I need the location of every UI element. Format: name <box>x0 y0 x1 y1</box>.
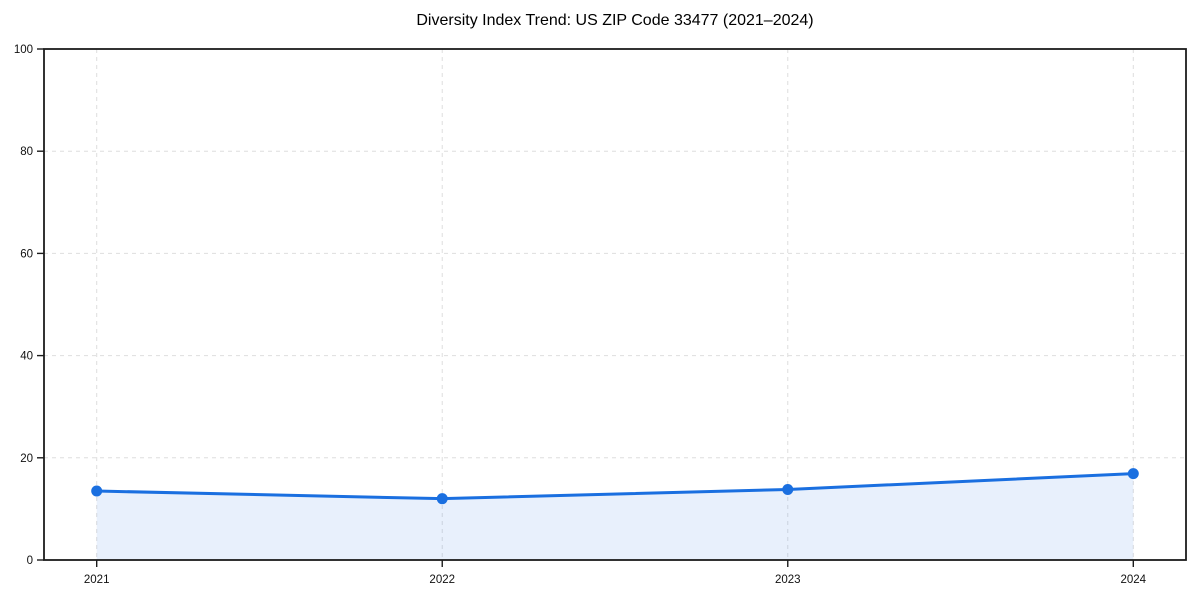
y-tick-label: 20 <box>20 453 33 465</box>
data-point-marker <box>782 483 794 495</box>
chart-title: Diversity Index Trend: US ZIP Code 33477… <box>416 12 814 29</box>
x-tick-label: 2021 <box>84 574 110 586</box>
y-tick-label: 0 <box>27 555 33 567</box>
data-point-marker <box>436 493 448 505</box>
x-tick-label: 2023 <box>775 574 801 586</box>
y-tick-label: 40 <box>20 351 33 363</box>
x-tick-label: 2022 <box>429 574 455 586</box>
y-tick-label: 100 <box>14 44 33 56</box>
y-tick-label: 60 <box>20 248 33 260</box>
data-point-marker <box>1127 468 1139 480</box>
data-point-marker <box>91 485 103 497</box>
x-tick-label: 2024 <box>1121 574 1147 586</box>
trend-line <box>95 472 1135 501</box>
plot-border <box>43 48 1187 561</box>
area-fill <box>96 473 1134 560</box>
y-tick-label: 80 <box>20 146 33 158</box>
